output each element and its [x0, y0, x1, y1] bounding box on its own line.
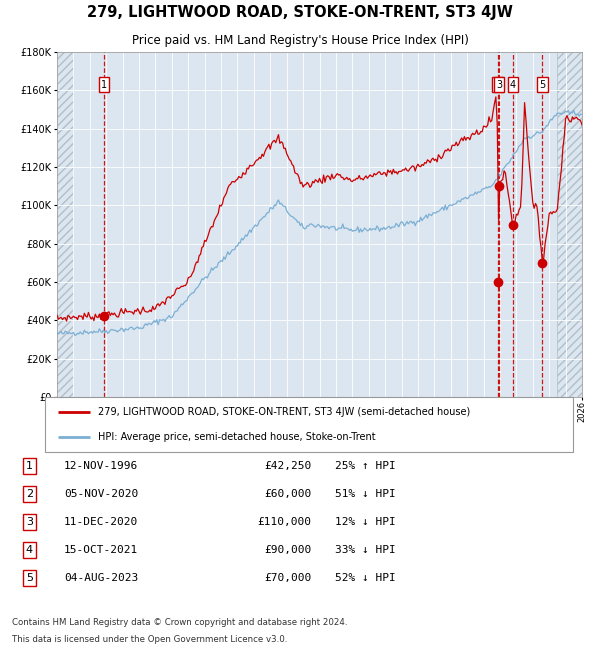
- Text: 4: 4: [26, 545, 33, 555]
- Text: 4: 4: [510, 79, 516, 90]
- Text: 1: 1: [26, 461, 33, 471]
- Text: 04-AUG-2023: 04-AUG-2023: [64, 573, 138, 583]
- Text: 3: 3: [26, 517, 33, 527]
- Text: 3: 3: [496, 79, 502, 90]
- Text: 33% ↓ HPI: 33% ↓ HPI: [335, 545, 395, 555]
- Text: 2: 2: [26, 489, 33, 499]
- Bar: [57, 52, 73, 397]
- Text: 15-OCT-2021: 15-OCT-2021: [64, 545, 138, 555]
- Text: 5: 5: [539, 79, 545, 90]
- Text: £110,000: £110,000: [257, 517, 311, 527]
- Text: Price paid vs. HM Land Registry's House Price Index (HPI): Price paid vs. HM Land Registry's House …: [131, 34, 469, 47]
- Bar: [557, 52, 582, 397]
- Text: £70,000: £70,000: [264, 573, 311, 583]
- Text: 12-NOV-1996: 12-NOV-1996: [64, 461, 138, 471]
- Text: 5: 5: [26, 573, 33, 583]
- Text: £42,250: £42,250: [264, 461, 311, 471]
- Text: 279, LIGHTWOOD ROAD, STOKE-ON-TRENT, ST3 4JW (semi-detached house): 279, LIGHTWOOD ROAD, STOKE-ON-TRENT, ST3…: [98, 408, 470, 417]
- Text: 279, LIGHTWOOD ROAD, STOKE-ON-TRENT, ST3 4JW: 279, LIGHTWOOD ROAD, STOKE-ON-TRENT, ST3…: [87, 5, 513, 21]
- Text: 05-NOV-2020: 05-NOV-2020: [64, 489, 138, 499]
- Text: £90,000: £90,000: [264, 545, 311, 555]
- Text: 12% ↓ HPI: 12% ↓ HPI: [335, 517, 395, 527]
- Text: 1: 1: [101, 79, 107, 90]
- Text: 52% ↓ HPI: 52% ↓ HPI: [335, 573, 395, 583]
- Text: 2: 2: [494, 79, 500, 90]
- Text: HPI: Average price, semi-detached house, Stoke-on-Trent: HPI: Average price, semi-detached house,…: [98, 432, 376, 441]
- Text: 25% ↑ HPI: 25% ↑ HPI: [335, 461, 395, 471]
- Text: £60,000: £60,000: [264, 489, 311, 499]
- Text: 51% ↓ HPI: 51% ↓ HPI: [335, 489, 395, 499]
- Bar: [57, 52, 73, 397]
- FancyBboxPatch shape: [45, 397, 573, 452]
- Text: Contains HM Land Registry data © Crown copyright and database right 2024.: Contains HM Land Registry data © Crown c…: [12, 618, 347, 627]
- Text: This data is licensed under the Open Government Licence v3.0.: This data is licensed under the Open Gov…: [12, 636, 287, 644]
- Text: 11-DEC-2020: 11-DEC-2020: [64, 517, 138, 527]
